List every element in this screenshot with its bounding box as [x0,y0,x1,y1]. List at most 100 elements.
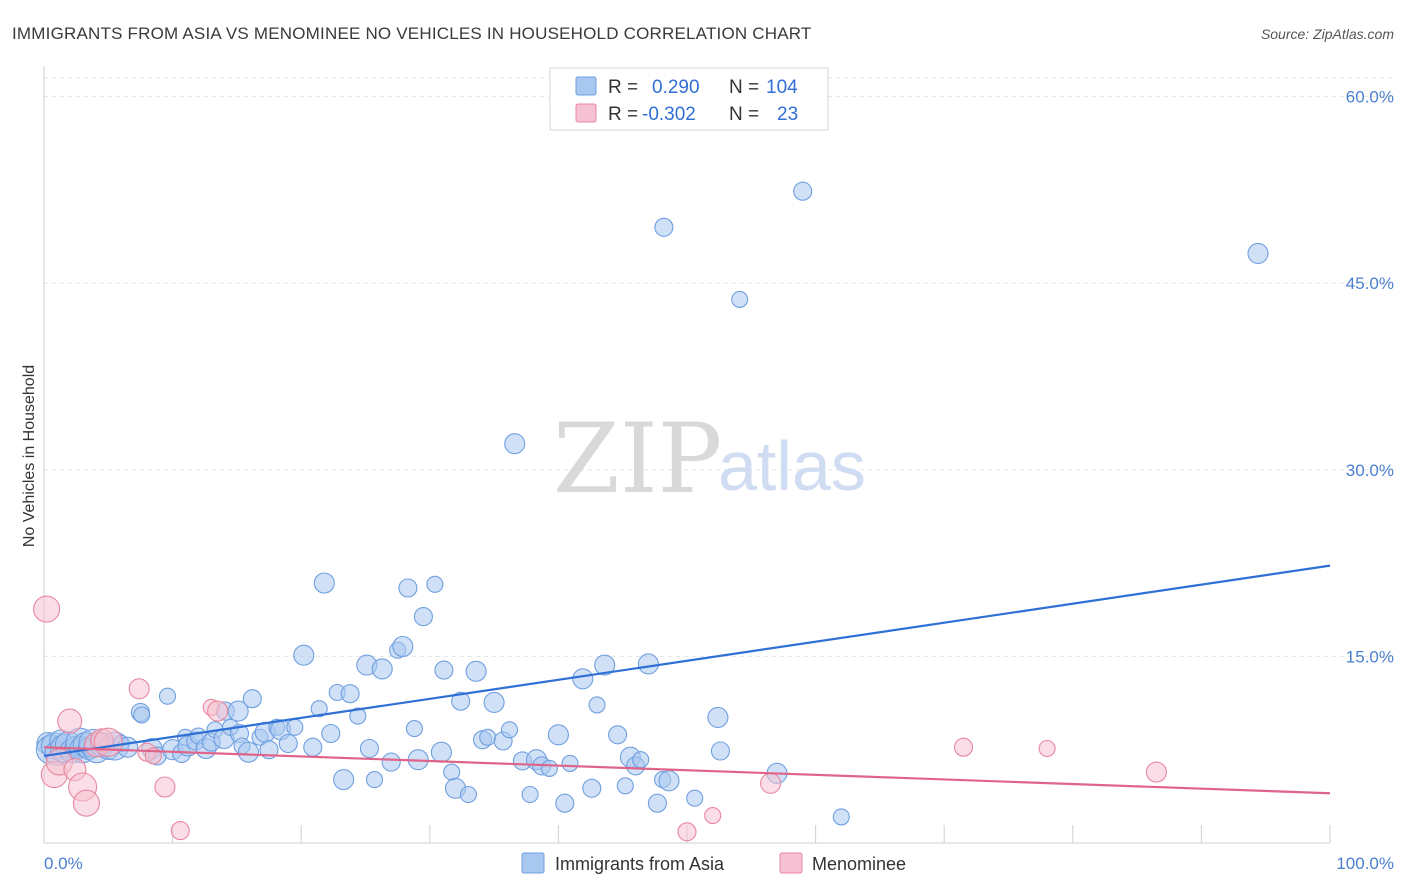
data-point [1145,761,1167,783]
data-point [710,741,730,761]
data-point [555,793,575,813]
data-point [286,718,304,736]
data-point [594,654,616,676]
data-point [278,733,298,754]
data-point [392,635,414,658]
data-point [57,708,83,734]
y-tick-label: 60.0% [1346,88,1394,107]
data-point [731,290,749,308]
data-point [170,821,190,841]
data-point [465,660,487,682]
data-point [547,724,569,746]
correlation-legend: R = 0.290 N = 104 R = -0.302 N = 23 [549,67,829,131]
data-point [677,822,697,842]
y-tick-label: 15.0% [1346,647,1394,666]
legend-n-label-menominee: N = [729,104,759,125]
data-point [658,770,680,792]
y-axis-label: No Vehicles in Household [21,365,38,547]
data-point [405,720,423,738]
data-point [158,687,177,705]
data-point [310,700,328,718]
data-point [504,433,526,455]
data-point [451,691,471,711]
data-point [521,785,539,804]
data-point [608,725,628,745]
legend-n-value-asia: 104 [766,77,798,98]
series-menominee-points [33,595,1167,842]
data-point [588,696,606,714]
legend-swatch-asia [575,76,597,96]
grid-lines [44,77,1394,657]
data-point [760,772,782,794]
data-point [413,607,433,627]
data-point [340,684,360,704]
trend-line-asia [43,564,1331,758]
data-point [540,759,558,777]
x-tick-label-max: 100.0% [1336,854,1394,873]
data-point [561,754,579,772]
data-point [572,668,594,690]
data-point [632,751,650,769]
data-point [128,678,150,700]
legend-r-value-asia: 0.290 [652,77,700,98]
data-point [293,644,315,666]
data-point [359,738,379,759]
data-point [647,793,667,813]
data-point [303,737,323,757]
data-point [1038,739,1056,758]
legend-r-label-asia: R = [608,77,638,98]
chart-title: IMMIGRANTS FROM ASIA VS MENOMINEE NO VEH… [12,24,812,43]
series-legend-swatch-menominee [779,852,803,874]
data-point [686,789,704,807]
y-tick-label: 45.0% [1346,274,1394,293]
data-point [365,771,384,789]
source-text: Source: ZipAtlas.com [1261,26,1394,42]
data-point [1247,242,1269,264]
data-point [582,778,602,798]
data-point [321,723,341,744]
series-legend: Immigrants from Asia Menominee [521,852,906,874]
data-point [242,689,262,709]
series-legend-swatch-asia [521,852,545,874]
legend-n-label-asia: N = [729,77,759,98]
legend-swatch-menominee [575,103,597,123]
data-point [72,789,100,817]
data-point [483,691,505,713]
data-point [133,706,151,724]
data-point [93,727,123,757]
data-point [349,707,367,725]
data-points [33,181,1269,842]
data-point [333,769,355,791]
x-tick-label-min: 0.0% [44,854,83,873]
data-point [443,763,461,781]
data-point [832,808,850,826]
data-point [154,776,176,798]
data-point [434,660,454,680]
data-point [459,785,477,804]
data-point [227,700,249,722]
data-point [793,181,813,201]
watermark-zip: ZIP [553,403,722,515]
data-point [237,741,260,763]
data-point [430,741,452,763]
data-point [426,575,444,593]
watermark: ZIP atlas [553,403,866,515]
data-point [616,777,634,795]
data-point [371,658,393,680]
legend-n-value-menominee: 23 [777,104,798,125]
data-point [637,653,659,675]
data-point [381,752,401,772]
y-tick-labels: 15.0% 30.0% 45.0% 60.0% [1346,88,1394,667]
data-point [33,595,61,623]
data-point [704,807,722,825]
series-legend-label-asia: Immigrants from Asia [555,854,725,874]
trend-lines [43,564,1331,795]
data-point [500,721,519,739]
data-point [654,217,674,237]
data-point [953,737,974,757]
watermark-atlas: atlas [718,427,866,505]
data-point [207,700,229,722]
data-point [707,706,729,728]
trend-line-menominee [43,746,1331,795]
